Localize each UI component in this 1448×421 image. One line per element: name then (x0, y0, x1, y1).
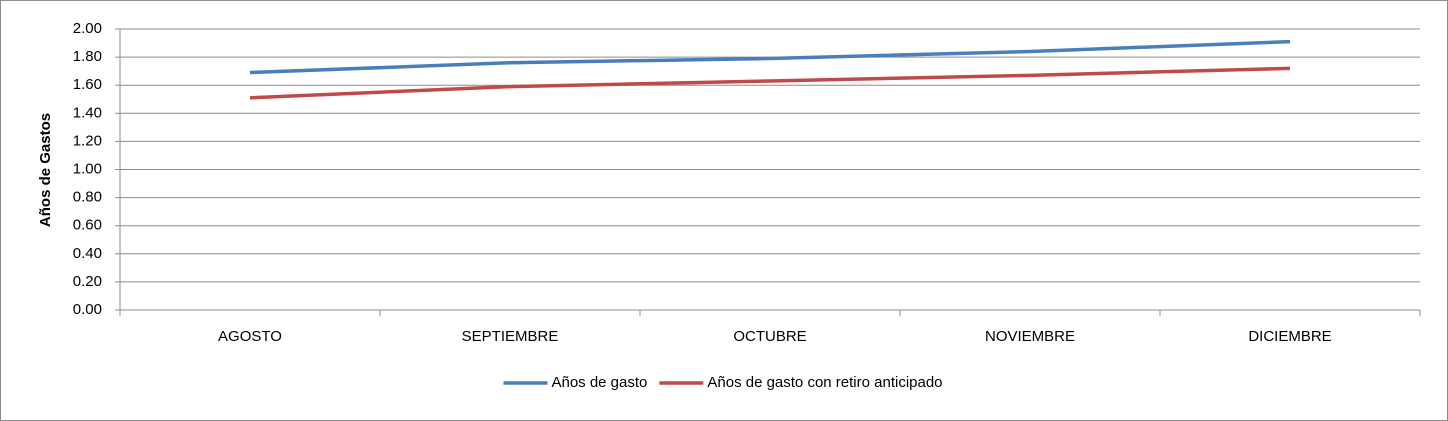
x-tick-label: AGOSTO (218, 328, 282, 345)
legend-label: Años de gasto (551, 374, 647, 391)
x-tick-label: DICIEMBRE (1248, 328, 1331, 345)
y-tick-label: 1.80 (73, 48, 102, 65)
series-line (249, 39, 1291, 75)
y-tick-label: 0.40 (73, 245, 102, 262)
x-tick-label: NOVIEMBRE (985, 328, 1075, 345)
x-tick-label: OCTUBRE (733, 328, 806, 345)
y-axis-label: Años de Gastos (37, 113, 54, 227)
y-tick-label: 2.00 (73, 20, 102, 37)
y-tick-label: 0.00 (73, 301, 102, 318)
y-tick-label: 1.00 (73, 160, 102, 177)
legend-label: Años de gasto con retiro anticipado (707, 374, 942, 391)
y-tick-label: 1.40 (73, 104, 102, 121)
y-tick-label: 0.20 (73, 273, 102, 290)
y-tick-label: 1.60 (73, 76, 102, 93)
y-tick-label: 1.20 (73, 132, 102, 149)
x-tick-label: SEPTIEMBRE (462, 328, 559, 345)
y-tick-label: 0.60 (73, 217, 102, 234)
y-tick-label: 0.80 (73, 189, 102, 206)
series-line (249, 66, 1291, 100)
